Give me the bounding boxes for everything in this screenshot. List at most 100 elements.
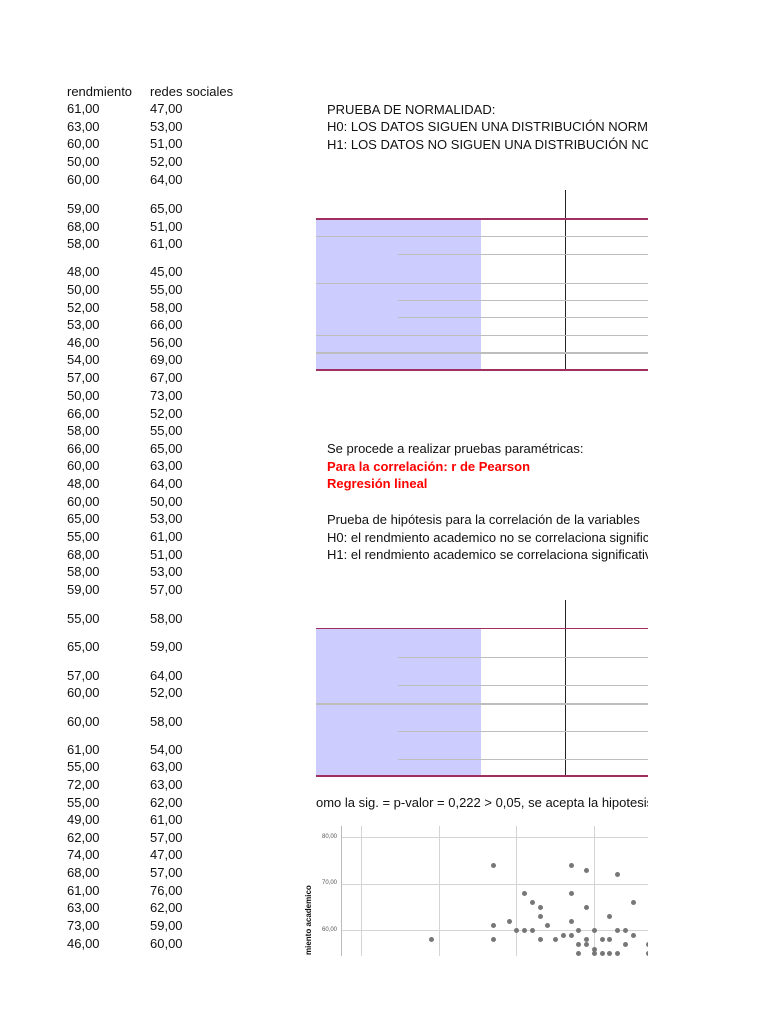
rendimiento-value: 73,00 — [67, 918, 100, 933]
scatter-point — [576, 941, 582, 947]
scatter-point — [622, 941, 628, 947]
scatter-point — [545, 923, 551, 929]
redes-sociales-value: 57,00 — [150, 582, 183, 597]
rendimiento-value: 62,00 — [67, 830, 100, 845]
y-tick-label: 80,00 — [322, 834, 338, 840]
rendimiento-value: 59,00 — [67, 201, 100, 216]
redes-sociales-value: 57,00 — [150, 865, 183, 880]
scatter-point — [607, 951, 613, 957]
rendimiento-value: 50,00 — [67, 154, 100, 169]
redes-sociales-value: 58,00 — [150, 714, 183, 729]
rendimiento-value: 58,00 — [67, 236, 100, 251]
table-row-line — [398, 317, 648, 318]
redes-sociales-value: 63,00 — [150, 759, 183, 774]
scatter-point — [591, 951, 597, 957]
rendimiento-value: 60,00 — [67, 172, 100, 187]
rendimiento-value: 66,00 — [67, 406, 100, 421]
rendimiento-value: 55,00 — [67, 759, 100, 774]
redes-sociales-value: 58,00 — [150, 611, 183, 626]
rendimiento-value: 68,00 — [67, 865, 100, 880]
redes-sociales-value: 73,00 — [150, 388, 183, 403]
scatter-point — [591, 946, 597, 952]
scatter-point — [615, 872, 620, 878]
scatter-point — [568, 862, 574, 868]
table-header-fill — [316, 219, 481, 370]
scatter-point — [622, 928, 628, 933]
redes-sociales-value: 52,00 — [150, 406, 183, 421]
redes-sociales-value: 47,00 — [150, 101, 183, 116]
rendimiento-value: 61,00 — [67, 101, 100, 116]
rendimiento-value: 55,00 — [67, 611, 100, 626]
table-bottom-border — [316, 775, 648, 777]
redes-sociales-value: 47,00 — [150, 847, 183, 862]
table-row-line — [398, 254, 648, 255]
redes-sociales-value: 59,00 — [150, 918, 183, 933]
scatter-point — [607, 937, 613, 943]
redes-sociales-value: 64,00 — [150, 476, 183, 491]
redes-sociales-value: 51,00 — [150, 136, 183, 151]
conclusion-text: omo la sig. = p-valor = 0,222 > 0,05, se… — [316, 795, 648, 810]
rendimiento-value: 72,00 — [67, 777, 100, 792]
rendimiento-value: 48,00 — [67, 476, 100, 491]
redes-sociales-value: 59,00 — [150, 639, 183, 654]
table-top-border — [316, 628, 648, 629]
redes-sociales-value: 52,00 — [150, 154, 183, 169]
rendimiento-value: 57,00 — [67, 668, 100, 683]
scatter-point — [584, 904, 589, 910]
rendimiento-value: 53,00 — [67, 317, 100, 332]
normality-title: PRUEBA DE NORMALIDAD: — [327, 102, 496, 117]
redes-sociales-value: 52,00 — [150, 685, 183, 700]
rendimiento-value: 49,00 — [67, 812, 100, 827]
scatter-point — [537, 914, 543, 920]
redes-sociales-value: 54,00 — [150, 742, 183, 757]
scatter-point — [522, 928, 527, 933]
regression-label: Regresión lineal — [327, 476, 428, 491]
rendimiento-value: 58,00 — [67, 564, 100, 579]
rendimiento-value: 55,00 — [67, 795, 100, 810]
redes-sociales-value: 53,00 — [150, 511, 183, 526]
parametric-intro: Se procede a realizar pruebas paramétric… — [327, 441, 584, 456]
scatter-point — [630, 900, 636, 906]
scatter-point — [599, 937, 605, 943]
redes-sociales-value: 63,00 — [150, 777, 183, 792]
y-axis-line — [341, 826, 342, 956]
redes-sociales-value: 69,00 — [150, 352, 183, 367]
scatter-point — [568, 918, 574, 924]
table-bottom-border — [316, 369, 648, 371]
y-tick-label: 60,00 — [322, 927, 338, 933]
rendimiento-value: 58,00 — [67, 423, 100, 438]
table-top-border — [316, 218, 648, 220]
rendimiento-value: 65,00 — [67, 511, 100, 526]
scatter-point — [646, 951, 648, 957]
scatter-point — [584, 937, 589, 943]
scatter-point — [646, 941, 648, 947]
scatter-point — [576, 951, 582, 957]
redes-sociales-value: 53,00 — [150, 564, 183, 579]
rendimiento-value: 60,00 — [67, 494, 100, 509]
pearson-label: Para la correlación: r de Pearson — [327, 459, 531, 474]
rendimiento-value: 68,00 — [67, 547, 100, 562]
table-row-line — [316, 283, 648, 284]
x-gridline — [438, 826, 440, 956]
table-row-line — [316, 703, 648, 705]
redes-sociales-value: 55,00 — [150, 282, 183, 297]
table-row-line — [316, 352, 648, 354]
y-gridline — [342, 837, 648, 838]
table-divider — [565, 600, 566, 776]
redes-sociales-value: 76,00 — [150, 883, 183, 898]
redes-sociales-value: 51,00 — [150, 547, 183, 562]
redes-sociales-value: 65,00 — [150, 441, 183, 456]
rendimiento-value: 66,00 — [67, 441, 100, 456]
rendimiento-value: 55,00 — [67, 529, 100, 544]
y-gridline — [342, 883, 648, 885]
rendimiento-value: 52,00 — [67, 300, 100, 315]
redes-sociales-value: 64,00 — [150, 172, 183, 187]
rendimiento-value: 46,00 — [67, 335, 100, 350]
rendimiento-value: 74,00 — [67, 847, 100, 862]
scatter-point — [491, 862, 496, 868]
rendimiento-value: 60,00 — [67, 136, 100, 151]
table-row-line — [398, 731, 648, 732]
analysis-panel: PRUEBA DE NORMALIDAD: H0: LOS DATOS SIGU… — [304, 102, 648, 957]
rendimiento-value: 61,00 — [67, 742, 100, 757]
hypothesis-title: Prueba de hipótesis para la correlación … — [327, 512, 640, 527]
